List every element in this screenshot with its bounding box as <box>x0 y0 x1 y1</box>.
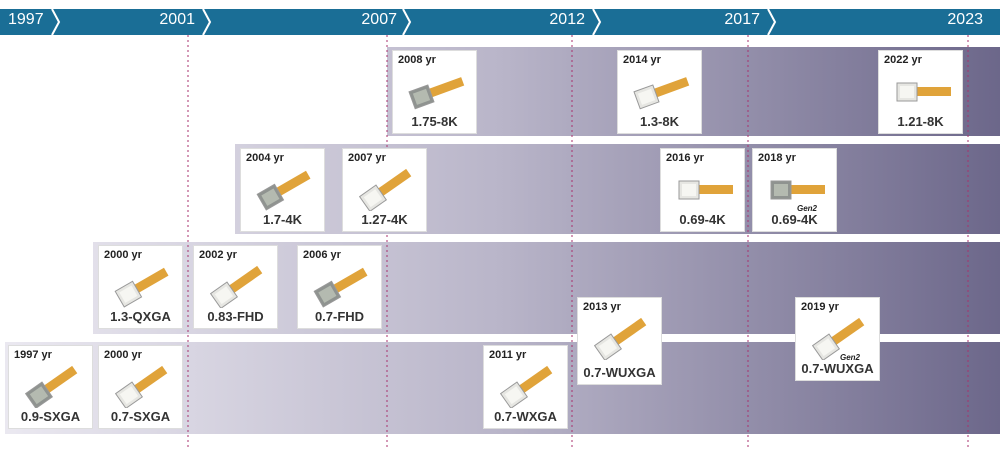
product-image <box>499 365 553 408</box>
product-year: 2007 yr <box>348 152 386 164</box>
header-bar <box>0 9 1000 35</box>
header-year: 2007 <box>361 11 397 28</box>
product-card: 2016 yr 0.69-4K <box>660 148 745 232</box>
product-year: 2013 yr <box>583 301 621 313</box>
product-badge: Gen2 <box>840 353 861 362</box>
product-card: 2022 yr 1.21-8K <box>878 50 963 134</box>
product-card: 2007 yr 1.27-4K <box>342 148 427 232</box>
year-lines <box>187 35 969 450</box>
product-card: 2006 yr 0.7-FHD <box>297 245 382 329</box>
product-card: 2018 yr 0.69-4K Gen2 <box>752 148 837 232</box>
product-name: 1.7-4K <box>262 212 303 227</box>
product-year: 2022 yr <box>884 54 922 66</box>
header-year: 2023 <box>947 11 983 28</box>
product-name: 0.9-SXGA <box>20 409 81 424</box>
header-year: 2017 <box>724 11 760 28</box>
product-name: 0.7-SXGA <box>110 409 171 424</box>
product-card: 2004 yr 1.7-4K <box>240 148 325 232</box>
product-image <box>811 317 865 360</box>
product-name: 1.27-4K <box>361 212 408 227</box>
product-image <box>209 265 263 308</box>
product-image <box>358 168 412 211</box>
product-year: 2011 yr <box>489 349 527 361</box>
product-name: 1.75-8K <box>411 114 458 129</box>
chevrons <box>51 8 777 36</box>
product-card: 2008 yr 1.75-8K <box>392 50 477 134</box>
product-card: 1997 yr 0.9-SXGA <box>8 345 93 429</box>
product-image <box>408 77 465 110</box>
product-year: 2016 yr <box>666 152 704 164</box>
product-year: 2000 yr <box>104 249 142 261</box>
header-year: 2001 <box>159 11 195 28</box>
product-year: 2018 yr <box>758 152 796 164</box>
product-name: 1.3-QXGA <box>110 309 171 324</box>
product-name: 0.69-4K <box>679 212 726 227</box>
product-year: 2004 yr <box>246 152 284 164</box>
product-card: 2019 yr 0.7-WUXGA Gen2 <box>795 297 880 381</box>
product-year: 2006 yr <box>303 249 341 261</box>
header-year: 2012 <box>549 11 585 28</box>
product-name: 0.7-WXGA <box>494 409 557 424</box>
product-name: 1.21-8K <box>897 114 944 129</box>
product-name: 1.3-8K <box>639 114 680 129</box>
product-card: 2000 yr 0.7-SXGA <box>98 345 183 429</box>
product-name: 0.7-FHD <box>314 309 365 324</box>
product-image <box>114 267 169 308</box>
product-card: 2000 yr 1.3-QXGA <box>98 245 183 329</box>
product-image <box>770 180 825 200</box>
product-year: 2000 yr <box>104 349 142 361</box>
product-image <box>678 180 733 200</box>
header-year: 1997 <box>8 11 44 28</box>
product-image <box>633 77 690 110</box>
product-name: 0.7-WUXGA <box>801 361 874 376</box>
product-image <box>24 365 78 408</box>
product-name: 0.7-WUXGA <box>583 365 656 380</box>
product-image <box>256 170 311 211</box>
product-name: 0.83-FHD <box>207 309 264 324</box>
product-card: 2013 yr 0.7-WUXGA <box>577 297 662 385</box>
product-year: 1997 yr <box>14 349 52 361</box>
product-name: 0.69-4K <box>771 212 818 227</box>
product-year: 2008 yr <box>398 54 436 66</box>
product-image <box>313 267 368 308</box>
product-image <box>114 365 168 408</box>
product-badge: Gen2 <box>797 204 818 213</box>
product-year: 2002 yr <box>199 249 237 261</box>
product-image <box>896 82 951 102</box>
product-year: 2019 yr <box>801 301 839 313</box>
product-year: 2014 yr <box>623 54 661 66</box>
product-card: 2011 yr 0.7-WXGA <box>483 345 568 429</box>
product-image <box>593 317 647 360</box>
product-card: 2014 yr 1.3-8K <box>617 50 702 134</box>
product-card: 2002 yr 0.83-FHD <box>193 245 278 329</box>
